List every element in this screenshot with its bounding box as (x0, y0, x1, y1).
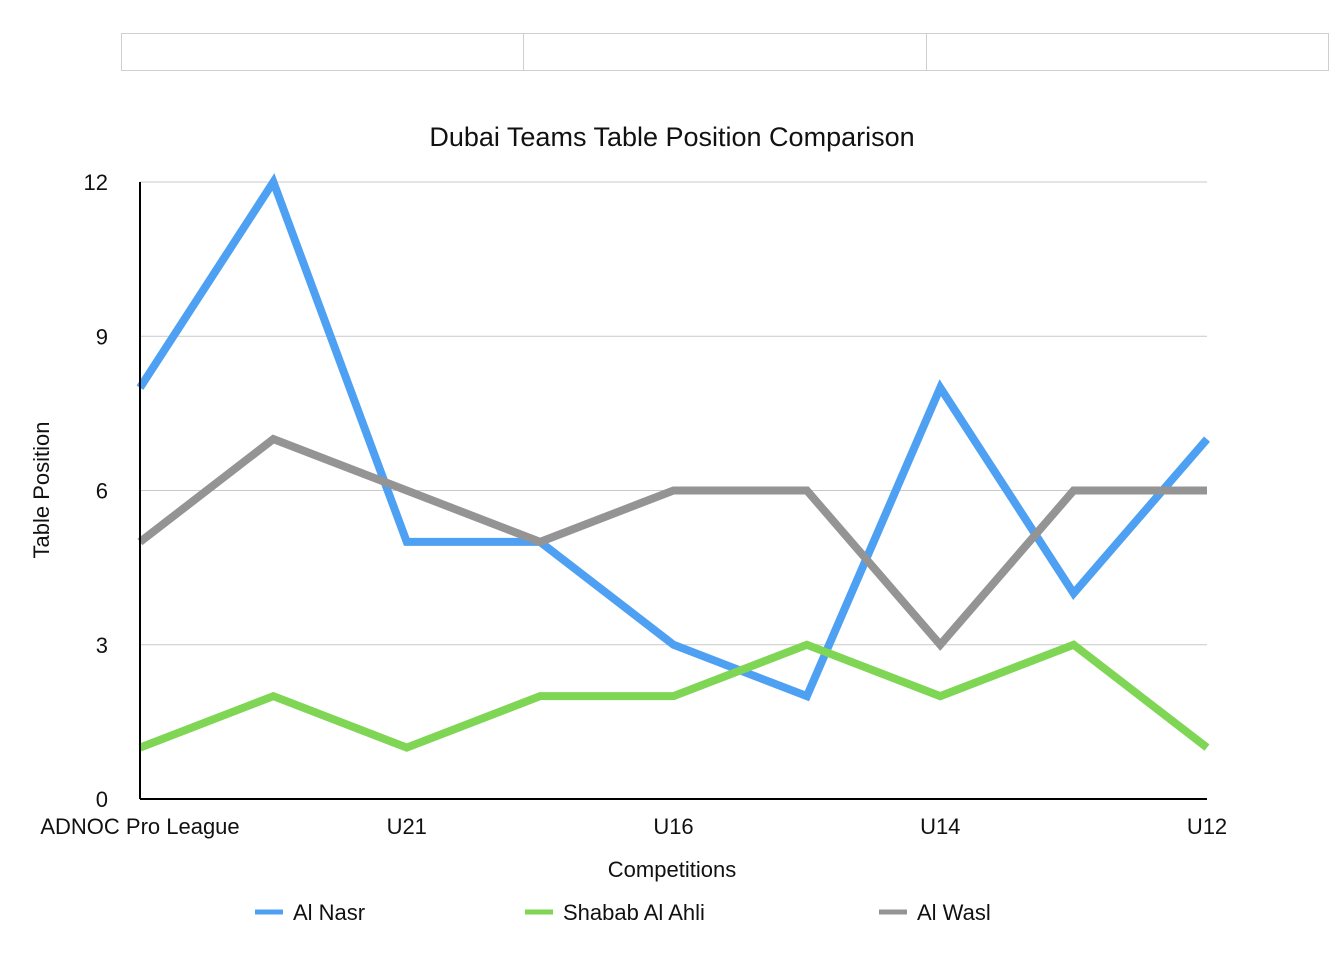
legend-item: Al Nasr (255, 900, 365, 925)
y-tick-label: 0 (96, 787, 108, 812)
legend-item: Shabab Al Ahli (525, 900, 705, 925)
legend-label: Al Nasr (293, 900, 365, 925)
legend: Al Nasr Shabab Al Ahli Al Wasl (255, 900, 991, 925)
y-tick-labels: 0 3 6 9 12 (84, 170, 108, 812)
x-tick-labels: ADNOC Pro League U21 U16 U14 U12 (40, 814, 1227, 839)
x-tick-label: U21 (387, 814, 427, 839)
legend-item: Al Wasl (879, 900, 991, 925)
y-tick-label: 12 (84, 170, 108, 195)
x-axis-title: Competitions (608, 857, 736, 882)
y-tick-label: 3 (96, 633, 108, 658)
x-tick-label: ADNOC Pro League (40, 814, 239, 839)
y-axis-title: Table Position (29, 422, 54, 559)
header-cell (524, 34, 927, 70)
x-tick-label: U16 (653, 814, 693, 839)
y-tick-label: 6 (96, 479, 108, 504)
series-lines (136, 173, 1211, 752)
x-tick-label: U14 (920, 814, 960, 839)
series-line-1 (136, 173, 1211, 702)
header-cell (122, 34, 525, 70)
series-line-2 (138, 640, 1210, 752)
legend-label: Al Wasl (917, 900, 991, 925)
y-tick-label: 9 (96, 324, 108, 349)
x-tick-label: U12 (1187, 814, 1227, 839)
header-strip (121, 33, 1329, 71)
series-line-3 (137, 434, 1207, 651)
legend-label: Shabab Al Ahli (563, 900, 705, 925)
chart-title: Dubai Teams Table Position Comparison (429, 122, 914, 152)
